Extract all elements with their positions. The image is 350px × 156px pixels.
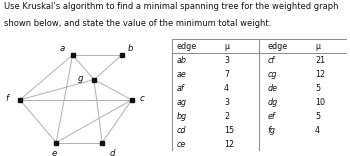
Text: edge: edge [268,41,288,51]
Text: ag: ag [177,98,187,107]
Text: ce: ce [177,140,186,149]
Text: 3: 3 [224,56,229,65]
Text: 7: 7 [224,70,229,79]
Text: bg: bg [177,112,187,121]
Text: edge: edge [177,41,197,51]
Text: 4: 4 [315,126,320,135]
Text: cf: cf [268,56,275,65]
Text: 10: 10 [315,98,325,107]
Text: b: b [127,44,133,53]
Text: ae: ae [177,70,187,79]
Text: g: g [78,74,84,83]
Text: d: d [109,149,115,156]
Text: 5: 5 [315,84,320,93]
Text: af: af [177,84,184,93]
Text: dg: dg [268,98,278,107]
Text: Use Kruskal’s algorithm to find a minimal spanning tree for the weighted graph: Use Kruskal’s algorithm to find a minima… [4,2,338,11]
Text: μ: μ [315,41,320,51]
Text: f: f [5,94,8,103]
Text: 2: 2 [224,112,229,121]
Text: c: c [139,94,144,103]
Text: a: a [60,44,65,53]
Text: cg: cg [268,70,277,79]
Text: e: e [52,149,57,156]
Text: 21: 21 [315,56,325,65]
Text: 3: 3 [224,98,229,107]
Text: ef: ef [268,112,275,121]
Text: fg: fg [268,126,276,135]
Text: cd: cd [177,126,186,135]
Text: shown below, and state the value of the minimum total weight.: shown below, and state the value of the … [4,19,271,28]
Text: μ: μ [224,41,229,51]
Text: 12: 12 [224,140,234,149]
Text: 5: 5 [315,112,320,121]
Text: ab: ab [177,56,187,65]
Text: 15: 15 [224,126,234,135]
Text: 4: 4 [224,84,229,93]
Text: de: de [268,84,278,93]
Text: 12: 12 [315,70,325,79]
